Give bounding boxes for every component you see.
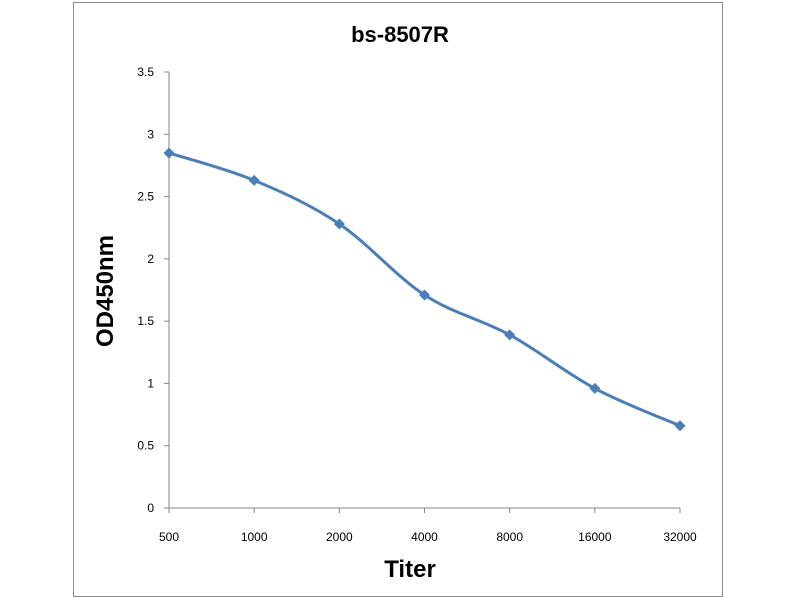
y-tick-label: 1 xyxy=(147,376,154,390)
data-point xyxy=(504,329,516,341)
data-point xyxy=(419,289,430,301)
y-tick-label: 3 xyxy=(147,127,154,141)
x-tick-label: 32000 xyxy=(663,530,697,544)
x-tick-label: 1000 xyxy=(241,530,268,544)
y-tick-label: 1.5 xyxy=(137,314,154,328)
x-ticks: 500 1000 2000 4000 8000 16000 32000 xyxy=(159,508,697,544)
x-tick-label: 4000 xyxy=(411,530,438,544)
chart-title: bs-8507R xyxy=(351,22,449,47)
y-ticks: 0 0.5 1 1.5 2 2.5 3 3.5 xyxy=(137,65,169,515)
x-tick-label: 16000 xyxy=(578,530,612,544)
series xyxy=(163,147,686,432)
data-point xyxy=(589,382,601,394)
data-point xyxy=(248,174,260,186)
y-tick-label: 3.5 xyxy=(137,65,154,79)
x-tick-label: 2000 xyxy=(326,530,353,544)
y-tick-label: 2 xyxy=(147,252,154,266)
data-point xyxy=(674,420,686,432)
data-point xyxy=(163,147,175,159)
x-axis-label: Titer xyxy=(384,556,436,583)
data-point xyxy=(333,218,345,230)
series-line xyxy=(168,151,681,428)
y-tick-label: 0 xyxy=(147,501,154,515)
x-tick-label: 8000 xyxy=(496,530,523,544)
chart-frame xyxy=(73,2,723,597)
y-tick-label: 0.5 xyxy=(137,439,154,453)
y-tick-label: 2.5 xyxy=(137,190,154,204)
x-tick-label: 500 xyxy=(159,530,179,544)
y-axis-label: OD450nm xyxy=(92,235,119,347)
